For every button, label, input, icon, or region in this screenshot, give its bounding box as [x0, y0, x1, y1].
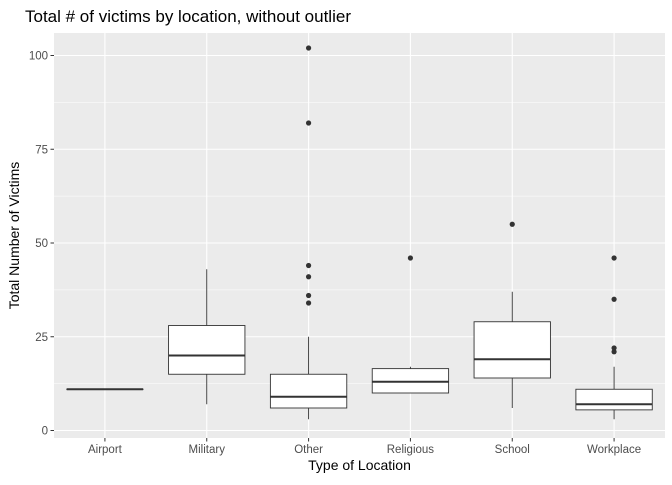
outlier-point: [510, 222, 515, 227]
x-tick-label: Religious: [387, 444, 435, 456]
x-tick-label: School: [495, 444, 530, 456]
outlier-point: [611, 297, 616, 302]
box-iqr: [576, 389, 652, 410]
outlier-point: [306, 120, 311, 125]
outlier-point: [306, 45, 311, 50]
x-tick-label: Other: [294, 444, 323, 456]
x-tick-label: Military: [189, 444, 226, 456]
y-tick-label: 0: [42, 426, 48, 438]
outlier-point: [306, 300, 311, 305]
box-iqr: [169, 326, 245, 375]
y-tick-label: 75: [35, 144, 48, 156]
plot-panel: [54, 33, 665, 438]
outlier-point: [611, 255, 616, 260]
y-tick-label: 25: [35, 332, 48, 344]
y-tick-label: 100: [29, 51, 48, 63]
y-tick-label: 50: [35, 238, 48, 250]
box-iqr: [270, 374, 346, 408]
box-iqr: [474, 322, 550, 378]
chart-title: Total # of victims by location, without …: [25, 7, 351, 26]
outlier-point: [306, 293, 311, 298]
x-axis-title: Type of Location: [308, 457, 411, 473]
outlier-point: [408, 255, 413, 260]
x-axis: Airport Military Other Religious School Workp…: [88, 438, 641, 456]
outlier-point: [611, 345, 616, 350]
outlier-point: [306, 263, 311, 268]
y-axis-title: Total Number of Victims: [6, 162, 22, 310]
outlier-point: [306, 274, 311, 279]
x-tick-label: Airport: [88, 444, 123, 456]
x-tick-label: Workplace: [587, 444, 641, 456]
y-axis: 0 25 50 75 100: [29, 51, 54, 438]
